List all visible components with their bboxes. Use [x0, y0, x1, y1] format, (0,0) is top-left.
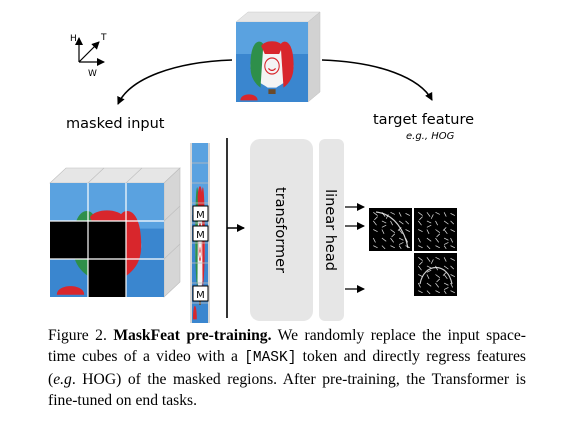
- masked-input-label: masked input: [66, 116, 165, 132]
- arrow-to-target-feature: [321, 59, 433, 101]
- masked-input-cube: [49, 167, 181, 298]
- caption-example: e.g: [53, 371, 72, 388]
- linear-head-label: linear head: [322, 189, 338, 271]
- caption-text-1: We randomly replace the input space-time…: [48, 327, 526, 365]
- mask-token: M: [192, 285, 209, 302]
- caption-text-2: token and directly regress features (: [48, 348, 526, 388]
- svg-text:M: M: [196, 210, 205, 221]
- figure-caption: Figure 2. MaskFeat pre-training. We rand…: [48, 325, 526, 411]
- video-cube: [235, 11, 321, 103]
- target-example-label: e.g., HOG: [406, 131, 455, 142]
- arrow-to-masked-input: [117, 59, 233, 105]
- caption-text-3: . HOG) of the masked regions. After pre-…: [48, 371, 526, 409]
- axis-label-h: H: [70, 34, 77, 44]
- svg-text:M: M: [196, 230, 205, 241]
- axis-label-w: W: [88, 69, 97, 79]
- masked-patch: [50, 221, 88, 259]
- caption-title: MaskFeat pre-training.: [113, 327, 272, 344]
- mask-token: M: [192, 205, 209, 222]
- mask-token: M: [192, 225, 209, 242]
- svg-text:M: M: [196, 290, 205, 301]
- caption-mask-token: [MASK]: [244, 350, 297, 366]
- caption-figure-number: Figure 2.: [48, 327, 107, 344]
- linear-head-block: linear head: [319, 139, 344, 321]
- masked-patch: [88, 221, 126, 259]
- masked-patch: [88, 259, 126, 297]
- axis-label-t: T: [100, 33, 107, 43]
- token-column: M M M: [190, 143, 210, 323]
- target-feature-label: target feature: [373, 112, 474, 128]
- axes-icon: H T W: [70, 33, 107, 79]
- transformer-block: transformer: [250, 139, 313, 321]
- transformer-label: transformer: [272, 187, 288, 273]
- hog-feature-maps: [369, 208, 457, 296]
